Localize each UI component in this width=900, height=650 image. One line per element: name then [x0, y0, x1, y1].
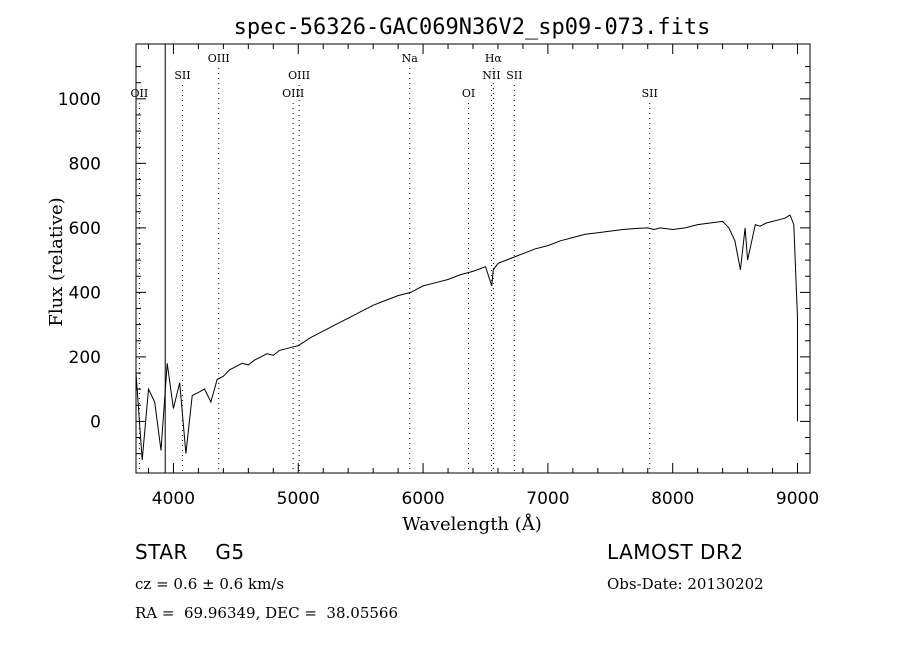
x-tick-label: 7000 [526, 489, 569, 509]
y-axis-label: Flux (relative) [46, 197, 67, 326]
spectral-line-label: OII [131, 87, 149, 100]
x-axis-ticks: 4000 5000 6000 7000 8000 9000 [147, 44, 819, 509]
spectral-line-markers [138, 68, 651, 473]
y-tick-label: 800 [69, 154, 101, 174]
spectral-line-label: OIII [208, 52, 230, 65]
spectral-line-label: OI [462, 87, 475, 100]
x-axis-label: Wavelength (Å) [402, 513, 542, 535]
cz-label: cz = 0.6 ± 0.6 km/s [135, 575, 285, 593]
obs-date-label: Obs-Date: 20130202 [607, 575, 764, 593]
spectral-line-label: SII [174, 69, 190, 82]
spectrum-line [135, 214, 798, 461]
spectral-line-label: OIII [288, 69, 310, 82]
y-tick-label: 1000 [58, 90, 101, 110]
spectral-line-label: SII [642, 87, 658, 100]
y-tick-label: 0 [90, 412, 101, 432]
spectral-line-label: Na [402, 52, 419, 65]
chart-title: spec-56326-GAC069N36V2_sp09-073.fits [234, 15, 711, 40]
spectral-line-label: NII [482, 69, 500, 82]
x-tick-label: 8000 [651, 489, 694, 509]
y-axis-ticks: 0 200 400 600 800 1000 [58, 66, 810, 455]
y-tick-label: 400 [69, 283, 101, 303]
x-tick-label: 5000 [277, 489, 320, 509]
survey-label: LAMOST DR2 [607, 540, 744, 564]
spectral-line-label: OIII [282, 87, 304, 100]
y-tick-label: 200 [69, 348, 101, 368]
x-tick-label: 4000 [152, 489, 195, 509]
coordinates-label: RA = 69.96349, DEC = 38.05566 [135, 604, 399, 622]
spectral-line-label: Hα [485, 52, 503, 65]
plot-frame [135, 43, 811, 474]
spectral-line-label: SII [506, 69, 522, 82]
y-tick-label: 600 [69, 219, 101, 239]
object-class-label: STAR G5 [135, 540, 245, 564]
x-tick-label: 9000 [776, 489, 819, 509]
x-tick-label: 6000 [401, 489, 444, 509]
